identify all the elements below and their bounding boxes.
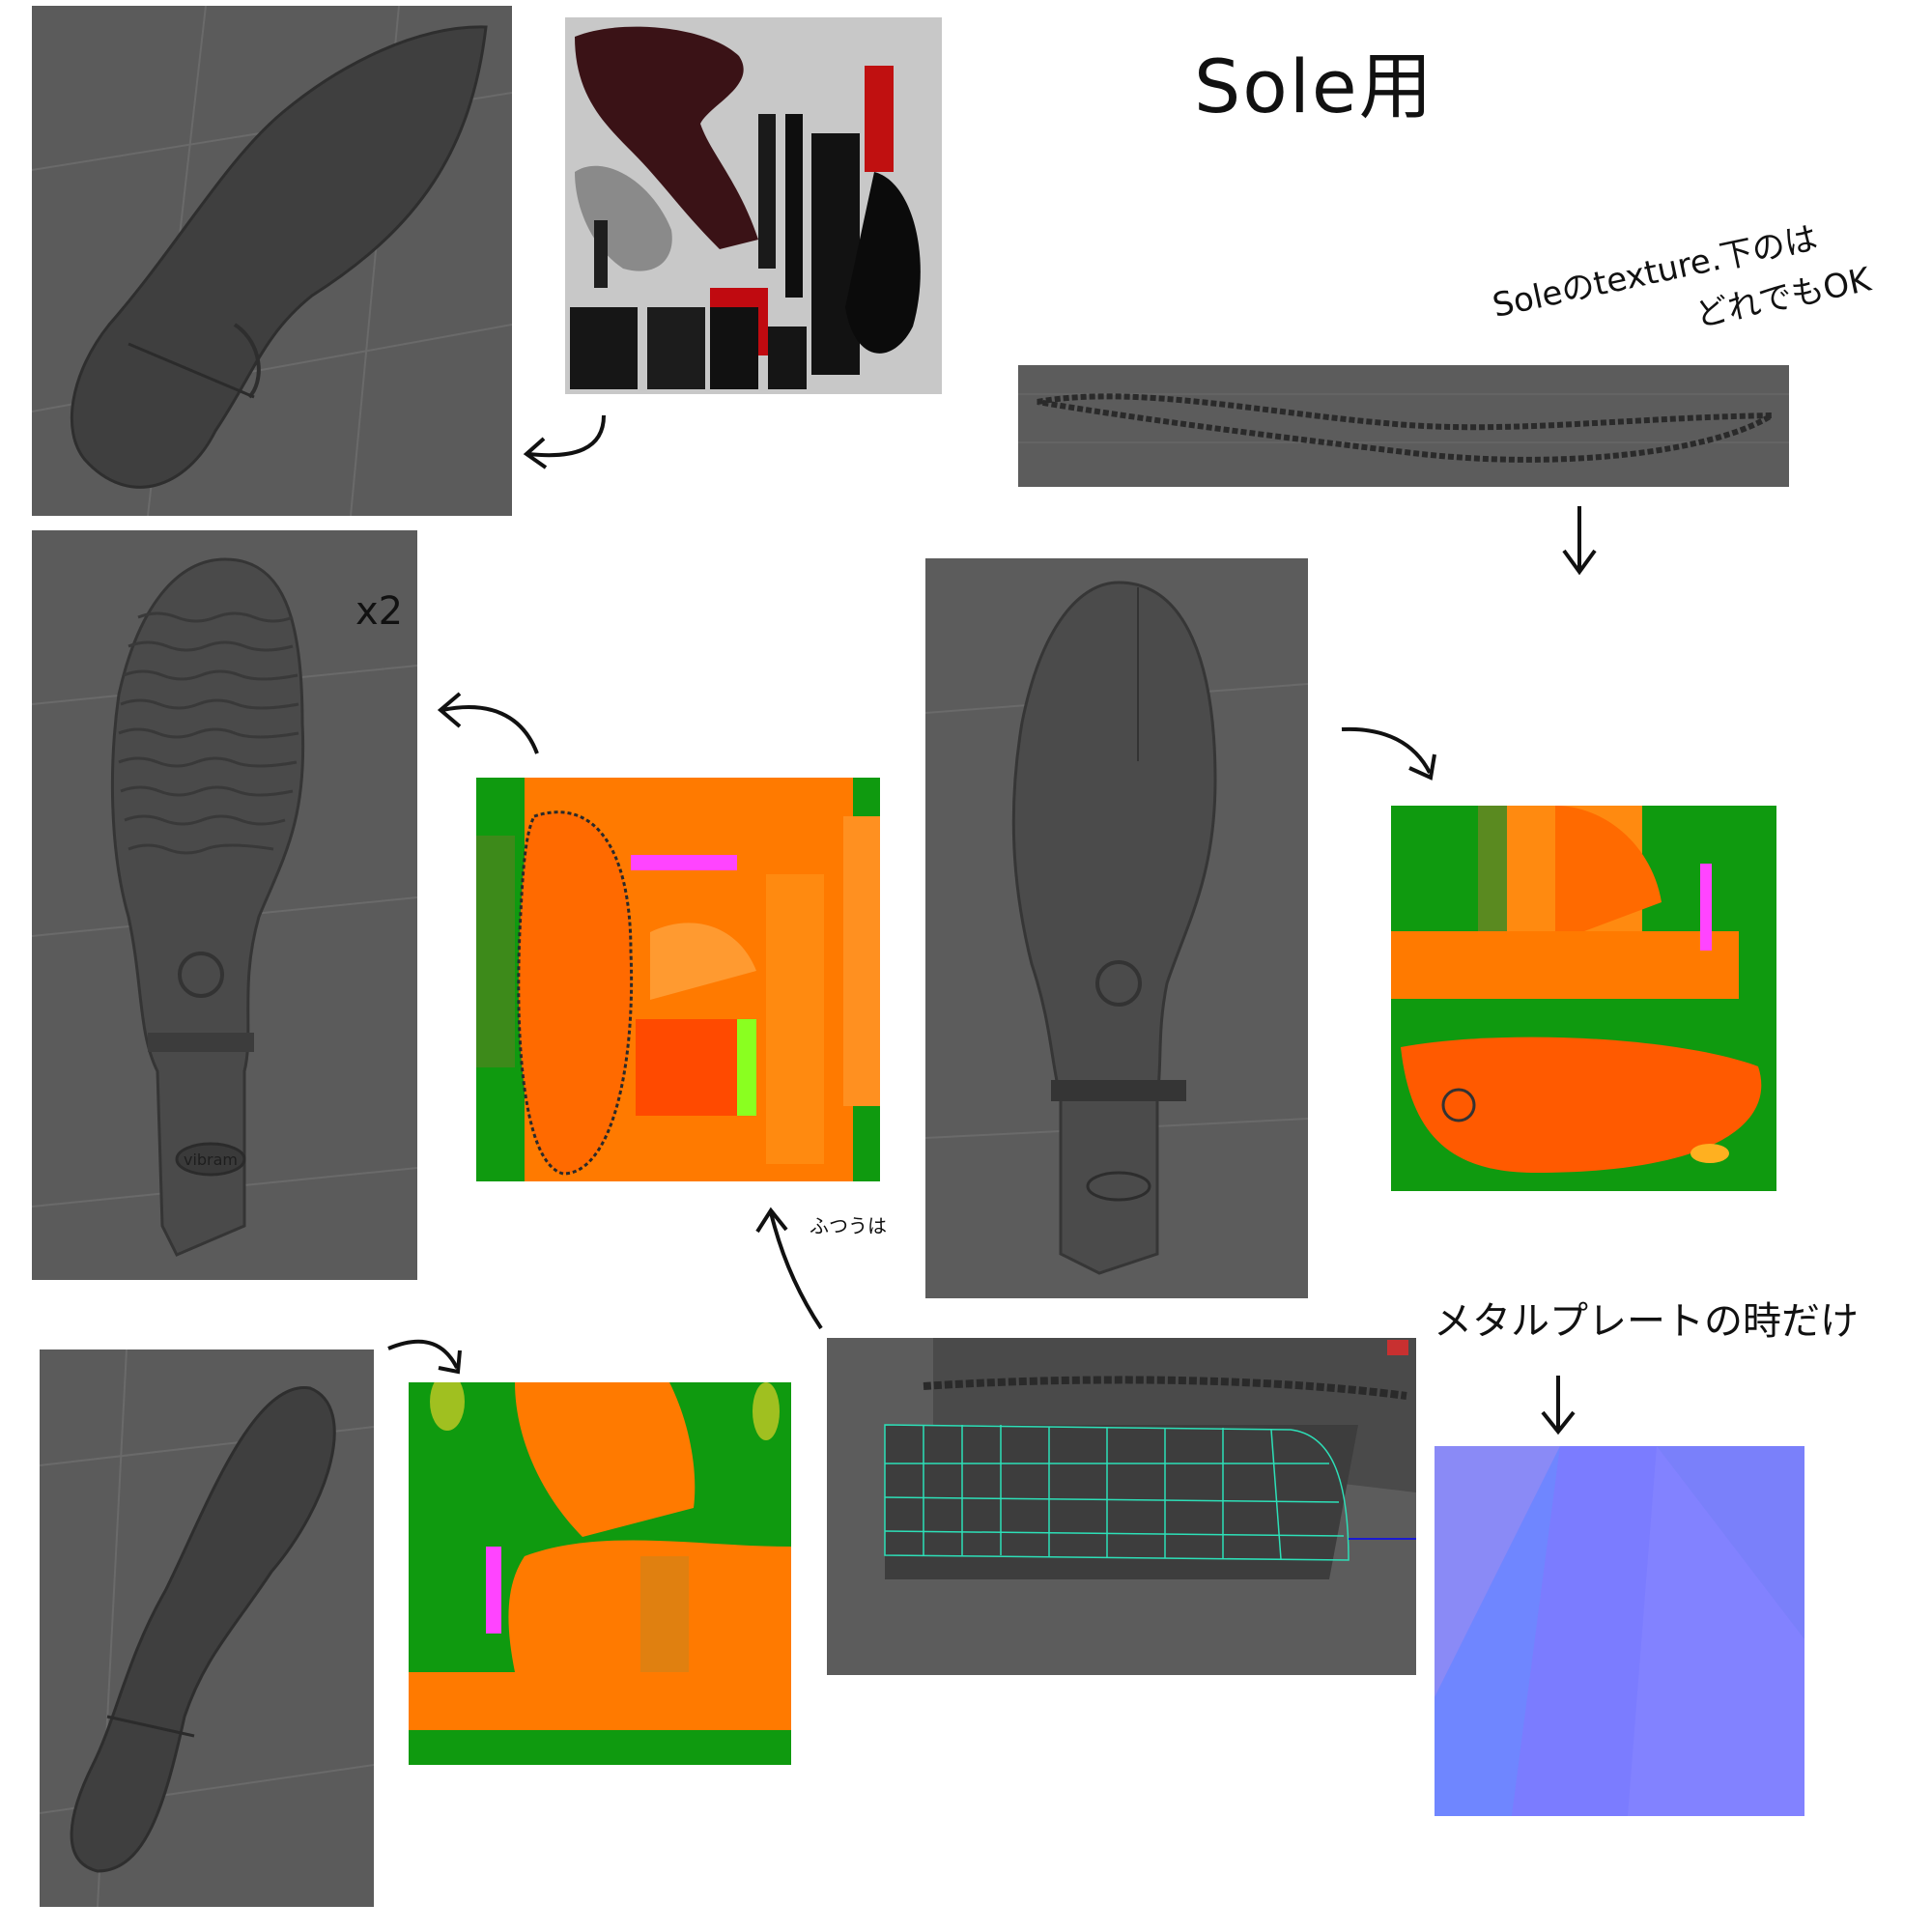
stitch-chain-render: [1018, 365, 1789, 487]
viewport-shoe-bottom-bottom-left: [40, 1350, 374, 1907]
arrow-uv-to-textured-sole: [431, 686, 547, 763]
arrow-atlas-to-top-viewport: [517, 406, 623, 483]
page-title: Sole用: [1194, 27, 1435, 133]
arrow-bottom-viewport-to-uv: [384, 1331, 471, 1389]
shoe-bottom-render: [32, 6, 512, 516]
arrow-center-to-right-uv: [1338, 720, 1444, 797]
normal-map-metal-plate: [1435, 1446, 1804, 1816]
metal-plate-wireframe-render: [827, 1338, 1416, 1675]
note-metal-plate-only: メタルプレートの時だけ: [1434, 1290, 1859, 1346]
viewport-textured-sole: vibram: [32, 530, 417, 1280]
viewport-sole-center: [925, 558, 1308, 1298]
arrow-metal-plate-down: [1529, 1372, 1587, 1439]
viewport-metal-plate-wireframe: [827, 1338, 1416, 1675]
vibram-logo: vibram: [184, 1151, 238, 1169]
note-times-two: x2: [355, 589, 403, 634]
uv-map-sole-center: [476, 778, 880, 1181]
shoe-bottom-render-2: [40, 1350, 374, 1907]
textured-sole-render: vibram: [32, 530, 417, 1280]
arrow-wireframe-to-center-uv: [753, 1203, 831, 1338]
arrow-strip-down: [1550, 502, 1608, 580]
uv-map-sole-right: [1391, 806, 1776, 1191]
uv-map-sole-bottom: [409, 1382, 791, 1765]
sole-center-render: [925, 558, 1308, 1298]
viewport-shoe-bottom-top-left: [32, 6, 512, 516]
diffuse-texture-atlas: [565, 17, 942, 394]
viewport-sole-stitch-strip: [1018, 365, 1789, 487]
